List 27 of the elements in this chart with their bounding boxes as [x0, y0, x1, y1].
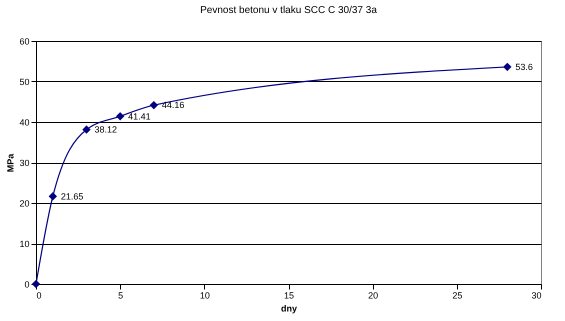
x-tick-label: 25 — [452, 290, 462, 300]
point — [116, 112, 124, 120]
x-tick-label: 10 — [200, 290, 210, 300]
data-label: 44.16 — [162, 100, 184, 110]
y-tick-label: 20 — [19, 198, 30, 208]
x-tick-label: 30 — [531, 290, 542, 300]
data-label: 53.6 — [515, 62, 533, 72]
y-tick-label: 40 — [19, 118, 30, 128]
x-tick-label: 0 — [36, 290, 42, 300]
point — [150, 100, 158, 110]
y-tick-label: 10 — [19, 239, 30, 249]
y-tick-label: 50 — [19, 77, 30, 87]
data-label: 41.41 — [128, 111, 151, 122]
data-label: 21.65 — [60, 191, 84, 202]
y-tick-label: 30 — [19, 158, 30, 168]
x-tick-label: 20 — [368, 290, 378, 300]
y-tick-label: 60 — [19, 36, 30, 46]
x-tick-label: 5 — [118, 290, 124, 300]
point — [503, 62, 512, 72]
point — [82, 125, 91, 134]
point — [48, 192, 58, 200]
y-tick-label: 0 — [24, 280, 30, 290]
x-tick-label: 15 — [284, 290, 294, 300]
x-axis-title: dny — [280, 304, 298, 314]
chart-title: Pevnost betonu v tlaku SCC C 30/37 3a — [200, 5, 378, 16]
y-axis-title: MPa — [5, 152, 16, 172]
data-label: 38.12 — [94, 124, 118, 135]
